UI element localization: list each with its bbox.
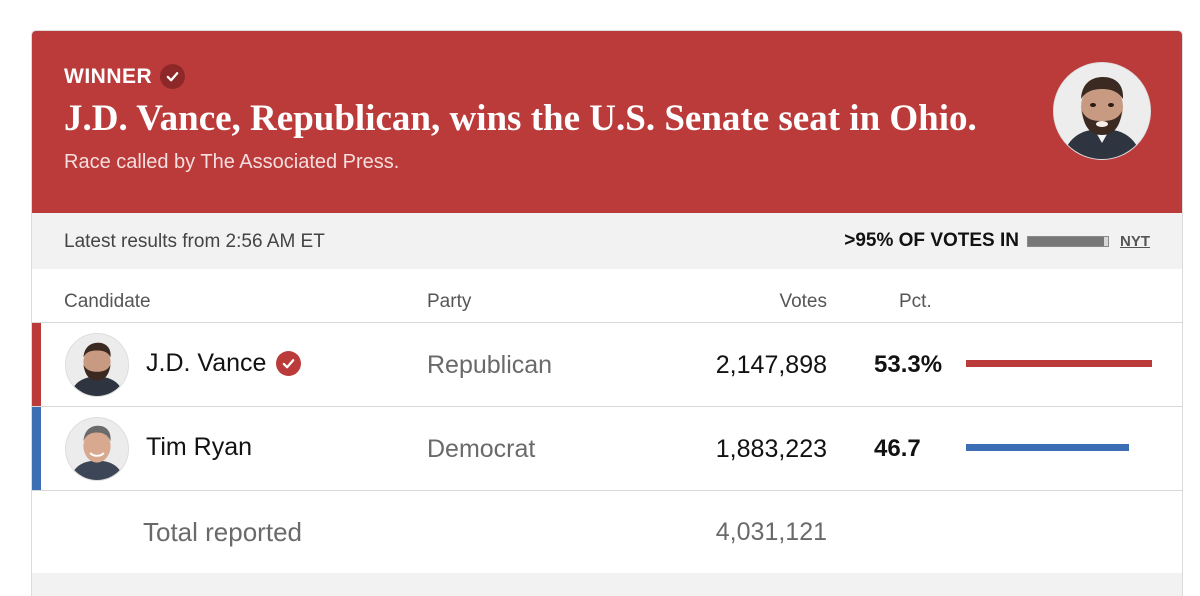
table-row: J.D. Vance Republican 2,147,898 53.3% <box>32 323 1182 407</box>
checkmark-icon <box>160 64 186 89</box>
column-header-pct[interactable]: Pct. <box>899 291 932 312</box>
candidate-name-text: Tim Ryan <box>146 433 253 461</box>
candidate-votes: 2,147,898 <box>715 351 827 379</box>
headline: J.D. Vance, Republican, wins the U.S. Se… <box>64 98 977 139</box>
candidate-votes: 1,883,223 <box>715 435 827 463</box>
winner-label-text: WINNER <box>64 64 153 88</box>
winner-label: WINNER <box>64 64 186 89</box>
reporting-label: >95% OF VOTES IN <box>844 230 1019 251</box>
table-row: Tim Ryan Democrat 1,883,223 46.7 <box>32 407 1182 491</box>
latest-results-time: Latest results from 2:56 AM ET <box>64 231 325 252</box>
winner-photo <box>1053 62 1151 160</box>
total-votes: 4,031,121 <box>715 518 827 546</box>
results-status-bar: Latest results from 2:56 AM ET >95% OF V… <box>32 213 1182 269</box>
table-header-row: Candidate Party Votes Pct. <box>32 269 1182 323</box>
candidate-pct: 46.7 <box>874 435 921 462</box>
source-link[interactable]: NYT <box>1120 232 1150 250</box>
reporting-indicator: >95% OF VOTES IN NYT <box>844 230 1150 252</box>
candidate-name: Tim Ryan <box>146 433 252 462</box>
candidate-party: Democrat <box>427 435 536 463</box>
pct-bar-fill <box>966 360 1152 367</box>
winner-check-icon <box>276 351 302 376</box>
column-header-party[interactable]: Party <box>427 291 472 312</box>
candidate-name: J.D. Vance <box>146 349 302 378</box>
party-color-strip <box>32 407 41 490</box>
column-header-candidate[interactable]: Candidate <box>64 291 151 312</box>
pct-bar <box>966 360 1152 367</box>
candidate-party: Republican <box>427 351 553 379</box>
candidate-pct: 53.3% <box>874 351 943 378</box>
race-called-by: Race called by The Associated Press. <box>64 151 400 173</box>
pct-bar <box>966 444 1152 451</box>
candidate-name-text: J.D. Vance <box>146 349 267 377</box>
candidate-avatar <box>65 417 129 481</box>
party-color-strip <box>32 323 41 406</box>
column-header-votes[interactable]: Votes <box>779 291 827 312</box>
total-label: Total reported <box>143 517 302 547</box>
election-result-card: WINNER J.D. Vance, Republican, wins the … <box>31 30 1183 596</box>
pct-bar-fill <box>966 444 1129 451</box>
winner-banner: WINNER J.D. Vance, Republican, wins the … <box>32 31 1182 213</box>
candidate-avatar <box>65 333 129 397</box>
reporting-progress-fill <box>1028 236 1104 246</box>
reporting-progress-bar <box>1027 235 1109 247</box>
total-row: Total reported 4,031,121 <box>32 491 1182 575</box>
footer-band <box>32 573 1182 596</box>
